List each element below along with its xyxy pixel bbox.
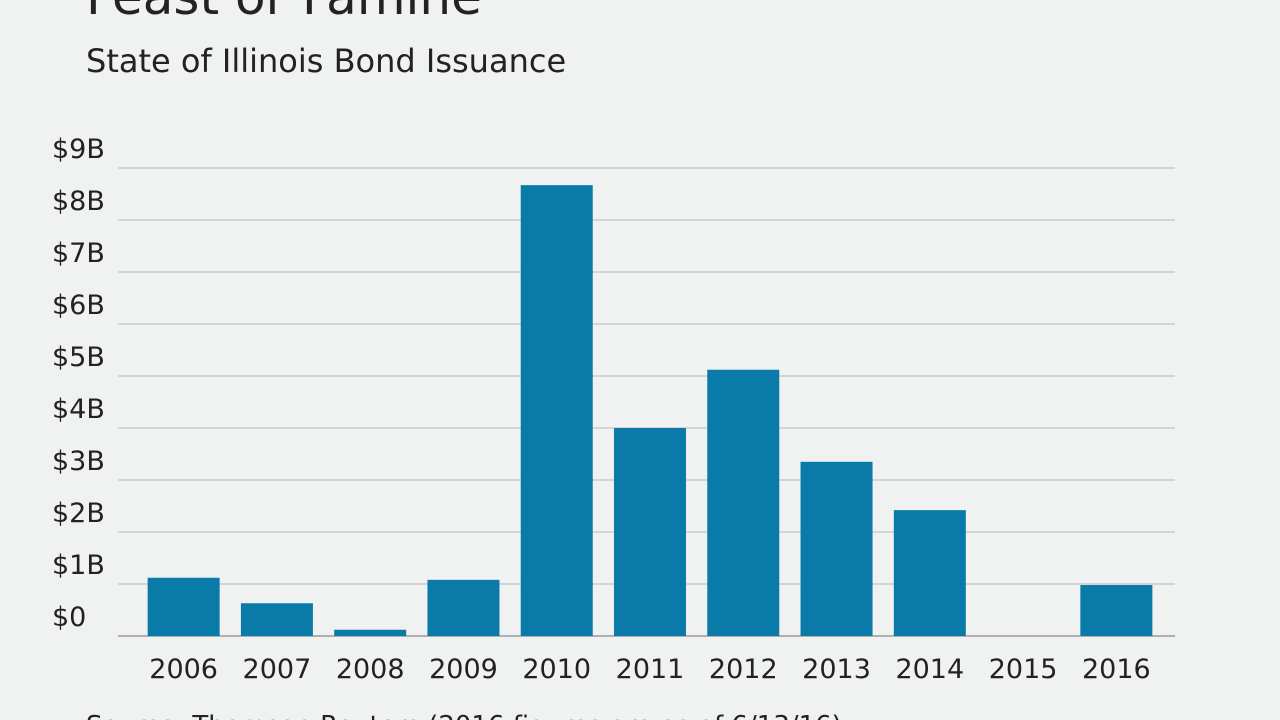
- y-tick-label: $4B: [52, 394, 105, 425]
- y-tick-label: $0: [52, 602, 86, 633]
- bar: [334, 629, 407, 636]
- x-tick-label: 2009: [429, 654, 498, 685]
- y-tick-label: $7B: [52, 238, 105, 269]
- x-tick-label: 2010: [522, 654, 591, 685]
- x-tick-label: 2007: [243, 654, 312, 685]
- x-tick-label: 2011: [616, 654, 685, 685]
- x-tick-label: 2008: [336, 654, 405, 685]
- y-tick-label: $2B: [52, 498, 105, 529]
- bar: [800, 461, 873, 636]
- bar: [707, 369, 780, 636]
- x-tick-label: 2012: [709, 654, 778, 685]
- chart-subtitle: State of Illinois Bond Issuance: [86, 42, 566, 80]
- x-tick-label: 2016: [1082, 654, 1151, 685]
- chart-title: Feast or Famine: [86, 0, 482, 26]
- y-tick-label: $8B: [52, 186, 105, 217]
- y-tick-label: $5B: [52, 342, 105, 373]
- y-tick-label: $6B: [52, 290, 105, 321]
- x-tick-label: 2015: [989, 654, 1058, 685]
- bar: [520, 185, 593, 636]
- bar: [1080, 585, 1153, 636]
- bar: [893, 510, 966, 636]
- chart-source: Source: Thomson Reuters (2016 figures ar…: [86, 711, 842, 720]
- y-tick-label: $1B: [52, 550, 105, 581]
- x-tick-label: 2014: [895, 654, 964, 685]
- bar: [147, 577, 220, 636]
- bar: [427, 579, 500, 636]
- y-tick-label: $3B: [52, 446, 105, 477]
- x-tick-label: 2006: [149, 654, 218, 685]
- x-tick-label: 2013: [802, 654, 871, 685]
- bar: [614, 428, 686, 636]
- y-tick-label: $9B: [52, 134, 105, 165]
- bar: [240, 603, 313, 636]
